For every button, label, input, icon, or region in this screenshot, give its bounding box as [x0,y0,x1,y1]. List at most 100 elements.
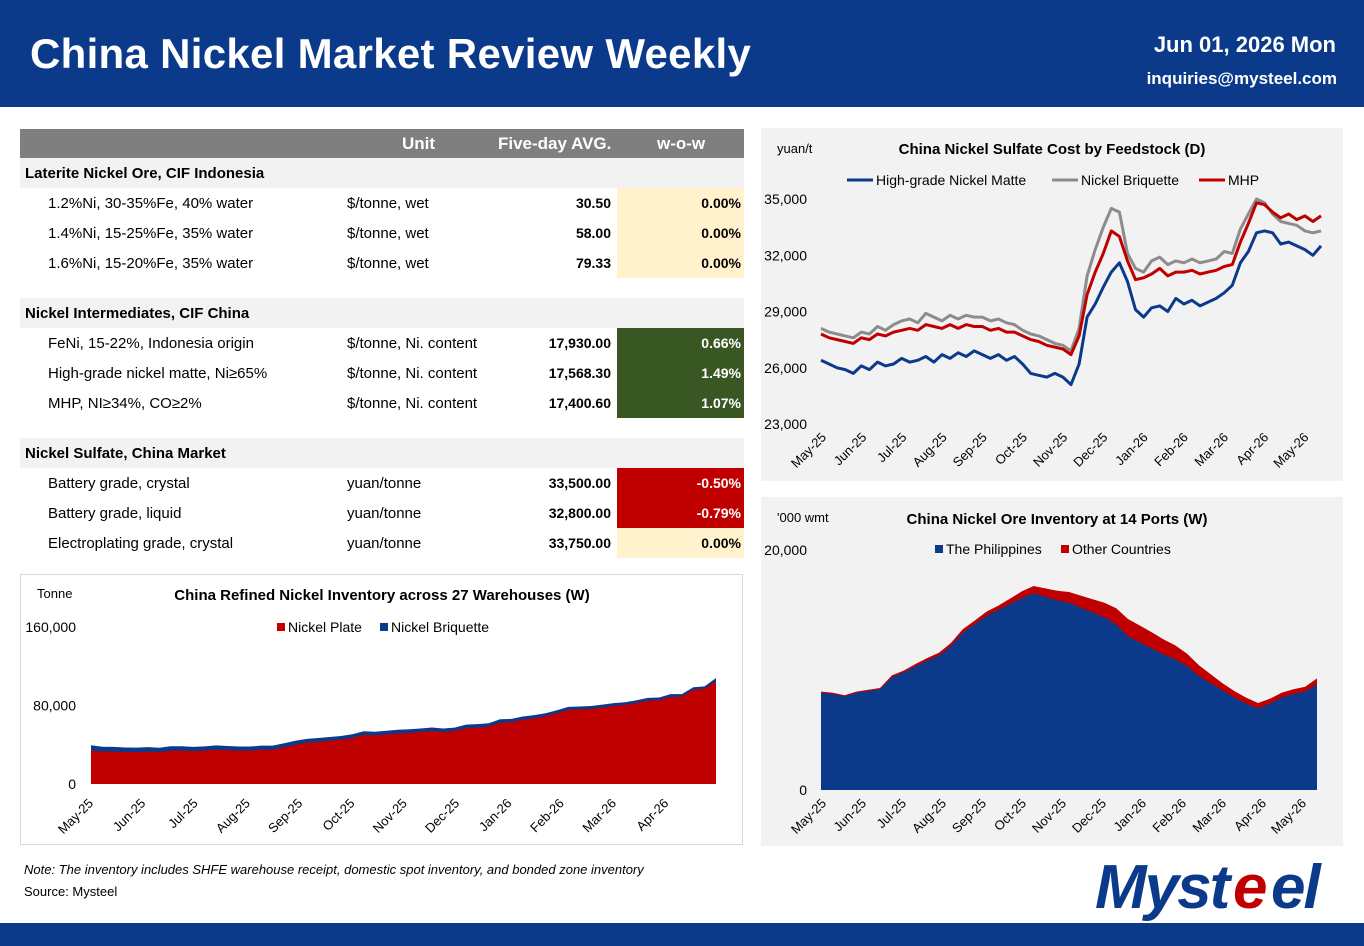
report-header: China Nickel Market Review Weekly Jun 01… [0,0,1364,107]
product-name: FeNi, 15-22%, Indonesia origin [48,335,254,352]
legend-swatch [277,623,285,631]
legend-label: Nickel Plate [288,619,362,635]
y-tick-label: 26,000 [764,360,807,376]
five-day-avg: 79.33 [575,255,611,271]
five-day-avg: 17,930.00 [548,335,611,351]
wow-cell: -0.50% [617,468,744,498]
x-tick-label: Aug-25 [909,796,949,836]
x-tick-label: Mar-26 [579,796,619,836]
nickel-sulfate-cost-chart: China Nickel Sulfate Cost by Feedstock (… [761,128,1343,481]
x-tick-label: Dec-25 [1069,796,1109,836]
x-tick-label: Apr-26 [1233,430,1271,468]
table-row: 1.4%Ni, 15-25%Fe, 35% water $/tonne, wet 5… [20,218,744,248]
y-tick-label: 35,000 [764,191,807,207]
five-day-avg: 33,750.00 [548,535,611,551]
product-name: 1.6%Ni, 15-20%Fe, 35% water [48,255,254,272]
x-tick-label: Nov-25 [370,796,410,836]
header-unit: Unit [402,134,436,153]
x-tick-label: Jul-25 [873,796,909,832]
series-area [821,593,1317,790]
svg-text:el: el [1271,853,1322,922]
x-tick-label: Oct-25 [992,430,1030,468]
product-unit: $/tonne, Ni. content [347,365,478,382]
wow-value: 1.07% [701,395,741,411]
wow-value: 0.66% [701,335,741,351]
legend-swatch [935,545,943,553]
y-tick-label: 29,000 [764,304,807,320]
x-tick-label: Jan-26 [476,796,515,835]
contact-email[interactable]: inquiries@mysteel.com [1146,69,1337,88]
series-line [820,229,1323,387]
table-row: Battery grade, liquid yuan/tonne 32,800.00… [20,498,744,528]
wow-cell: 0.66% [617,328,744,358]
x-tick-label: Jul-25 [165,796,201,832]
header-five-day-avg: Five-day AVG. [498,134,612,153]
x-tick-label: Aug-25 [909,430,949,470]
series-area [91,681,716,784]
inventory-note: Note: The inventory includes SHFE wareho… [24,862,644,877]
series-line [820,197,1322,353]
x-tick-label: Nov-25 [1029,796,1069,836]
source-text: Source: Mysteel [24,884,118,899]
five-day-avg: 17,568.30 [548,365,611,381]
nickel-ore-inventory-svg: China Nickel Ore Inventory at 14 Ports (… [764,510,1317,837]
table-row: 1.6%Ni, 15-20%Fe, 35% water $/tonne, wet 7… [20,248,744,278]
wow-cell: -0.79% [617,498,744,528]
wow-value: -0.50% [696,475,741,491]
wow-cell: 1.49% [617,358,744,388]
chart-title: China Nickel Ore Inventory at 14 Ports (… [907,511,1208,528]
report-date: Jun 01, 2026 Mon [1153,32,1336,57]
product-name: High-grade nickel matte, Ni≥65% [48,365,268,382]
nickel-sulfate-cost-svg: China Nickel Sulfate Cost by Feedstock (… [764,141,1323,471]
section-header: Nickel Intermediates, CIF China [20,298,744,328]
legend-item: Nickel Briquette [380,619,489,635]
x-tick-label: Dec-25 [1070,430,1110,470]
legend-item: Nickel Plate [277,619,362,635]
x-tick-label: Feb-26 [1151,430,1191,470]
x-tick-label: Apr-26 [1231,796,1269,834]
y-tick-label: 20,000 [764,542,807,558]
legend-item: Other Countries [1061,541,1171,557]
product-unit: yuan/tonne [347,535,422,552]
wow-value: 0.00% [701,195,741,211]
x-tick-label: Jul-25 [874,430,910,466]
x-tick-label: May-25 [55,796,96,837]
x-tick-label: May-26 [1270,430,1311,471]
x-tick-label: Sep-25 [265,796,305,836]
table-row: High-grade nickel matte, Ni≥65% $/tonne, … [20,358,744,388]
product-unit: yuan/tonne [347,475,422,492]
product-name: Battery grade, liquid [48,505,182,522]
product-unit: $/tonne, Ni. content [347,335,478,352]
chart-title: China Nickel Sulfate Cost by Feedstock (… [899,141,1206,158]
table-body: Laterite Nickel Ore, CIF Indonesia 1.2%Ni… [20,158,744,558]
legend-item: High-grade Nickel Matte [847,172,1026,188]
x-tick-label: Dec-25 [422,796,462,836]
y-unit-label: '000 wmt [777,510,829,525]
legend-item: Nickel Briquette [1052,172,1179,188]
section-title: Nickel Sulfate, China Market [25,445,226,462]
legend-label: High-grade Nickel Matte [876,172,1026,188]
wow-value: 0.00% [701,225,741,241]
x-tick-label: Apr-26 [633,796,671,834]
x-tick-label: May-25 [788,796,829,837]
x-tick-label: Oct-25 [319,796,357,834]
section-gap [20,418,744,438]
y-tick-label: 160,000 [25,619,76,635]
section-title: Nickel Intermediates, CIF China [25,305,250,322]
x-tick-label: Jan-26 [1110,796,1149,835]
product-unit: $/tonne, wet [347,255,429,272]
wow-cell: 1.07% [617,388,744,418]
product-unit: yuan/tonne [347,505,422,522]
chart-title: China Refined Nickel Inventory across 27… [174,587,589,604]
x-tick-label: May-25 [788,430,829,471]
refined-nickel-inventory-chart: China Refined Nickel Inventory across 27… [20,574,743,845]
legend-label: Nickel Briquette [391,619,489,635]
section-header: Nickel Sulfate, China Market [20,438,744,468]
y-tick-label: 0 [68,776,76,792]
section-gap [20,278,744,298]
section-header: Laterite Nickel Ore, CIF Indonesia [20,158,744,188]
x-tick-label: Nov-25 [1030,430,1070,470]
x-tick-label: Sep-25 [950,430,990,470]
table-row: FeNi, 15-22%, Indonesia origin $/tonne, N… [20,328,744,358]
five-day-avg: 30.50 [575,195,611,211]
